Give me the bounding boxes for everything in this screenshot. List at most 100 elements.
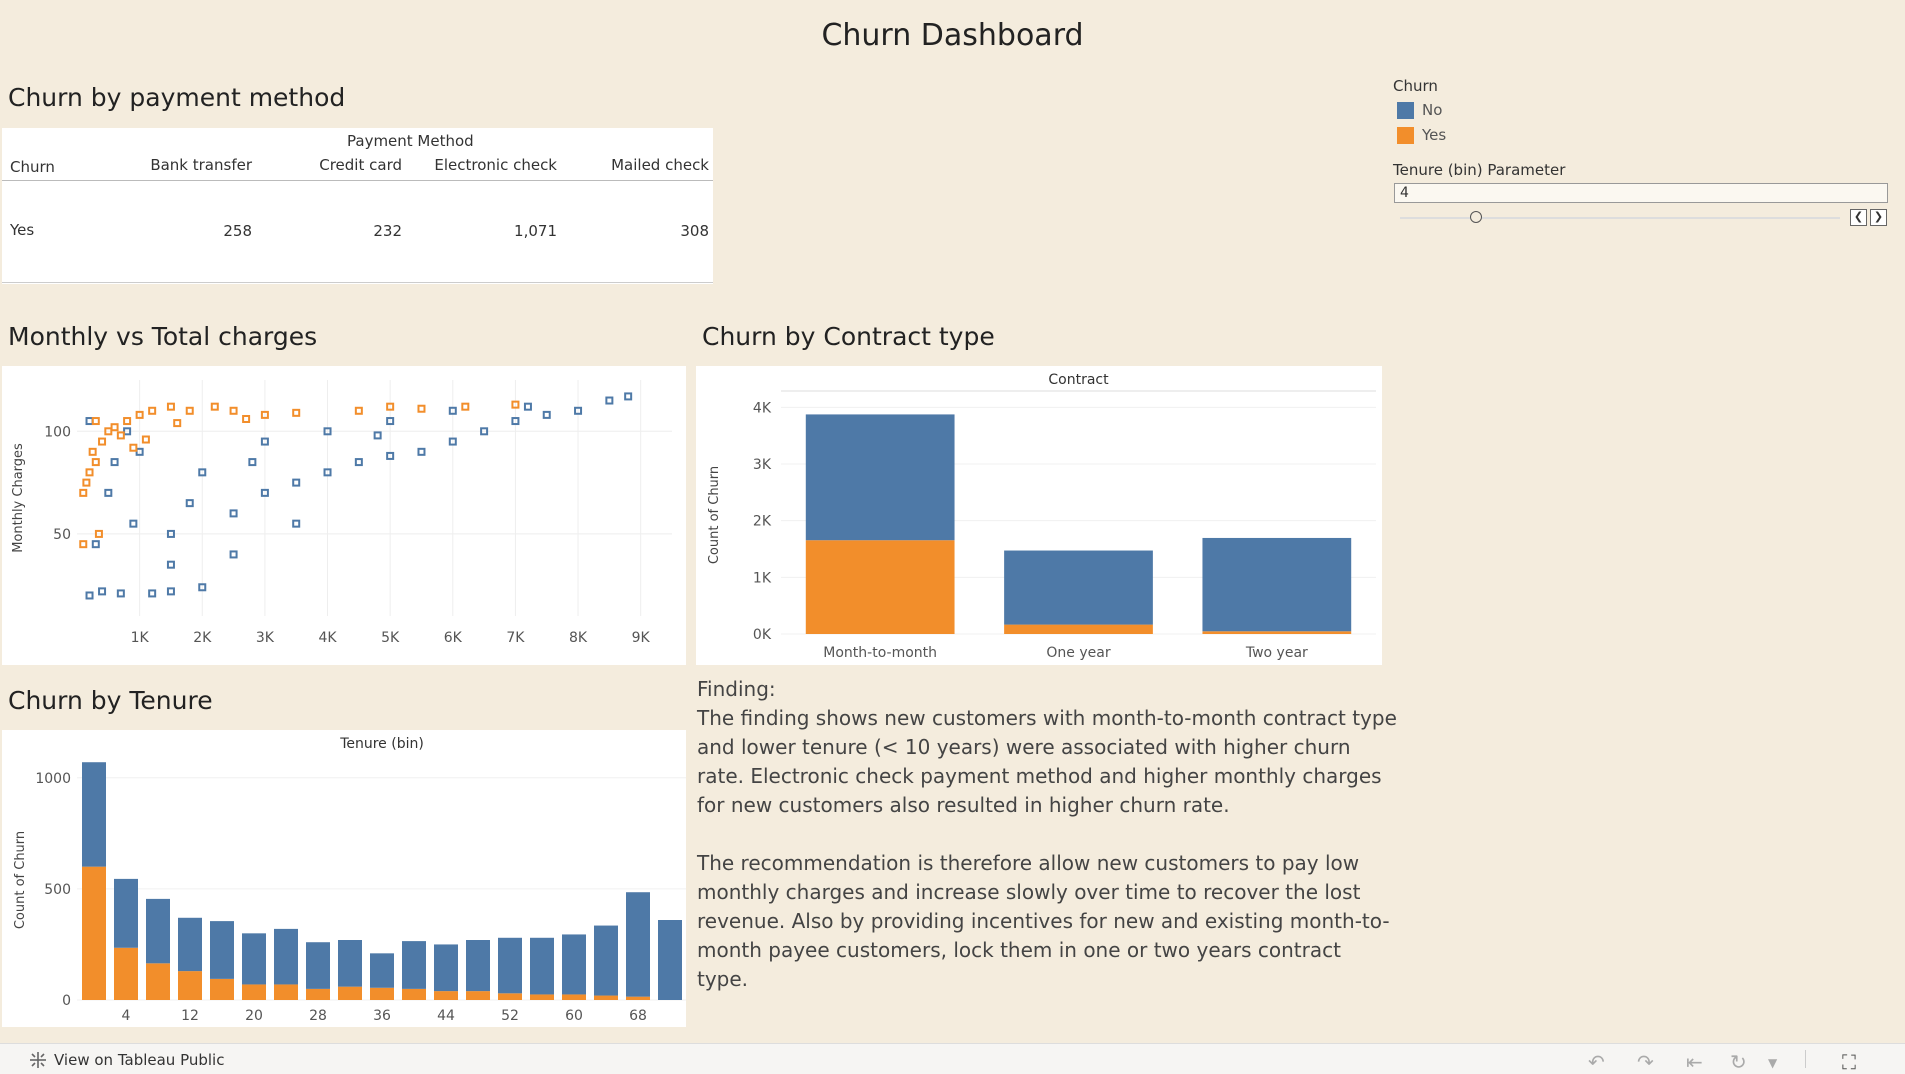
- scatter-chart[interactable]: 1K 2K 3K 4K 5K 6K 7K 8K 9K 50 100 Monthly Charges: [2, 366, 686, 665]
- undo-icon[interactable]: ↶: [1588, 1050, 1605, 1074]
- view-on-tableau-link[interactable]: View on Tableau Public: [28, 1050, 224, 1070]
- scatter-point: [292, 478, 301, 487]
- scatter-point: [373, 431, 382, 440]
- col-electronic-check: Electronic check: [434, 156, 557, 174]
- tenure-bar-no: [658, 920, 682, 1000]
- refresh-icon[interactable]: ↻: [1730, 1050, 1747, 1074]
- tenure-bar-yes: [274, 984, 298, 1000]
- contract-bar-no: [1202, 537, 1352, 632]
- tenure-bar-yes: [306, 988, 330, 1000]
- scatter-point: [185, 499, 194, 508]
- scatter-x-tick-label: 6K: [444, 630, 463, 646]
- tenure-x-tick-label: 12: [181, 1008, 199, 1024]
- legend-item-no[interactable]: No: [1397, 101, 1442, 119]
- view-on-tableau-label: View on Tableau Public: [54, 1051, 225, 1069]
- tenure-bar-yes: [242, 984, 266, 1000]
- col-mailed-check: Mailed check: [611, 156, 709, 174]
- chevron-right-icon[interactable]: ❯: [1870, 209, 1887, 226]
- chevron-down-icon[interactable]: ▼: [1768, 1056, 1778, 1070]
- scatter-point: [260, 410, 269, 419]
- scatter-point: [198, 583, 207, 592]
- finding-paragraph-2: The recommendation is therefore allow ne…: [697, 851, 1390, 991]
- scatter-x-tick-label: 1K: [131, 630, 150, 646]
- parameter-label: Tenure (bin) Parameter: [1393, 161, 1566, 179]
- scatter-point: [417, 404, 426, 413]
- contract-y-tick-label: 1K: [753, 570, 772, 586]
- redo-icon[interactable]: ↷: [1637, 1050, 1654, 1074]
- scatter-point: [185, 406, 194, 415]
- tenure-bar-no: [242, 933, 266, 985]
- scatter-point: [129, 443, 138, 452]
- scatter-point: [323, 468, 332, 477]
- tenure-x-tick-label: 52: [501, 1008, 519, 1024]
- value-electronic-check: 1,071: [514, 222, 557, 240]
- tenure-bar-yes: [210, 978, 234, 1000]
- contract-chart-title: Contract: [1048, 372, 1109, 388]
- parameter-slider-handle[interactable]: [1470, 211, 1482, 223]
- scatter-point: [116, 589, 125, 598]
- scatter-point: [386, 417, 395, 426]
- scatter-y-tick-label: 100: [44, 424, 71, 440]
- legend-swatch-no: [1397, 101, 1414, 119]
- legend-title: Churn: [1393, 77, 1438, 95]
- revert-icon[interactable]: ⇤: [1686, 1050, 1703, 1074]
- scatter-point: [91, 417, 100, 426]
- contract-panel: Contract 0K 1K 2K 3K 4K Count of Churn Month-to…: [696, 366, 1382, 665]
- scatter-point: [85, 417, 94, 426]
- payment-table: Payment Method Churn Bank transfer Credi…: [2, 128, 713, 284]
- scatter-point: [229, 406, 238, 415]
- tenure-bar-yes: [338, 986, 362, 1000]
- tenure-bar-yes: [146, 963, 170, 1000]
- scatter-point: [166, 587, 175, 596]
- tenure-bar-yes: [466, 991, 490, 1000]
- fullscreen-icon[interactable]: ⛶: [1842, 1050, 1856, 1074]
- contract-bar-no: [805, 414, 955, 541]
- payment-method-header: Payment Method: [347, 132, 474, 150]
- scatter-point: [141, 435, 150, 444]
- tenure-bar-no: [498, 937, 522, 994]
- scatter-point: [116, 431, 125, 440]
- scatter-point: [135, 410, 144, 419]
- scatter-point: [173, 419, 182, 428]
- tenure-bar-yes: [498, 993, 522, 1000]
- contract-chart[interactable]: Contract 0K 1K 2K 3K 4K Count of Churn Month-to…: [696, 366, 1382, 665]
- parameter-slider-track[interactable]: [1400, 217, 1840, 219]
- scatter-point: [248, 458, 257, 467]
- finding-heading: Finding:: [697, 677, 776, 701]
- legend-swatch-yes: [1397, 126, 1414, 144]
- scatter-point: [79, 488, 88, 497]
- scatter-point: [210, 402, 219, 411]
- scatter-point: [461, 402, 470, 411]
- legend-item-yes[interactable]: Yes: [1397, 126, 1446, 144]
- contract-y-tick-label: 4K: [753, 400, 772, 416]
- toolbar-divider: [1805, 1050, 1806, 1068]
- tenure-bar-yes: [562, 994, 586, 1000]
- scatter-point: [148, 589, 157, 598]
- tenure-y-tick-label: 500: [44, 882, 71, 898]
- tenure-bar-no: [370, 953, 394, 988]
- scatter-point: [260, 488, 269, 497]
- footer-toolbar: View on Tableau Public ↶ ↷ ⇤ ↻ ▼ ⛶: [0, 1043, 1905, 1074]
- scatter-point: [511, 400, 520, 409]
- scatter-point: [260, 437, 269, 446]
- tenure-x-tick-label: 20: [245, 1008, 263, 1024]
- scatter-point: [523, 402, 532, 411]
- scatter-point: [123, 427, 132, 436]
- tenure-bar-no: [466, 940, 490, 992]
- scatter-point: [98, 437, 107, 446]
- tenure-bar-no: [530, 937, 554, 995]
- tenure-x-tick-label: 4: [122, 1008, 131, 1024]
- value-mailed-check: 308: [680, 222, 709, 240]
- tenure-bar-no: [402, 941, 426, 989]
- tenure-bar-no: [146, 898, 170, 964]
- scatter-point: [417, 447, 426, 456]
- tenure-bar-yes: [626, 996, 650, 1000]
- parameter-input[interactable]: 4: [1394, 183, 1888, 203]
- tenure-chart[interactable]: Tenure (bin) 0 500 1000 Count of Churn 4 12 20 2…: [2, 730, 686, 1027]
- scatter-x-tick-label: 4K: [318, 630, 337, 646]
- tenure-bar-no: [114, 878, 138, 948]
- tenure-chart-title: Tenure (bin): [339, 736, 424, 752]
- col-credit-card: Credit card: [319, 156, 402, 174]
- tenure-bar-yes: [370, 987, 394, 1000]
- chevron-left-icon[interactable]: ❮: [1850, 209, 1867, 226]
